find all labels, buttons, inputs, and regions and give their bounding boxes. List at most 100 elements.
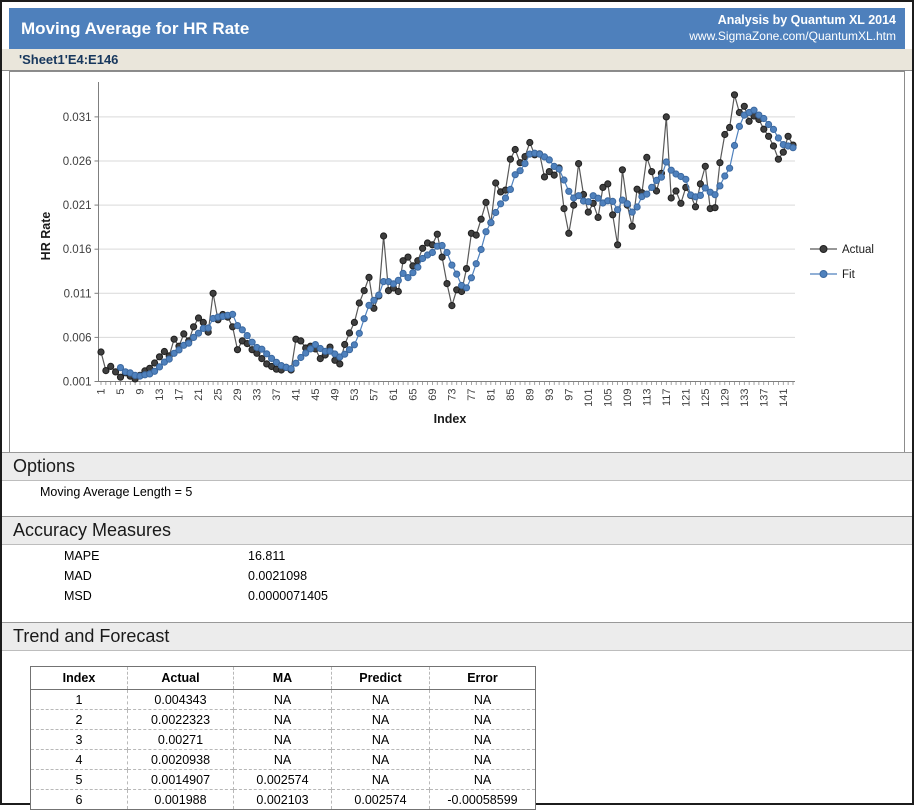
data-point (404, 253, 412, 261)
data-point (643, 190, 651, 198)
data-point (599, 183, 607, 192)
y-tick-label: 0.021 (63, 200, 92, 212)
data-point (784, 132, 792, 140)
data-point (570, 201, 578, 209)
x-tick-label: 77 (466, 389, 478, 401)
data-point (204, 324, 212, 332)
data-point (696, 180, 705, 188)
data-point (516, 167, 524, 175)
sheet-ref: 'Sheet1'E4:E146 (19, 52, 119, 67)
data-point (667, 194, 675, 202)
table-row: 1 0.004343 NA NA NA (30, 689, 536, 710)
data-point (229, 310, 237, 318)
data-point (618, 166, 627, 174)
table-cell: -0.00058599 (429, 789, 536, 810)
data-point (662, 113, 670, 121)
measure-label-mape: MAPE (64, 549, 100, 563)
data-point (341, 350, 349, 358)
legend-item-fit: Fit (810, 269, 856, 281)
data-point (194, 329, 203, 337)
x-tick-label: 101 (583, 389, 595, 407)
data-point (555, 165, 563, 173)
data-point (735, 122, 744, 131)
forecast-table: Index Actual MA Predict Error 1 0.004343… (30, 666, 536, 810)
table-cell: NA (233, 749, 332, 770)
data-point (112, 368, 120, 376)
data-point (409, 269, 417, 277)
data-point (652, 187, 661, 195)
data-point (492, 208, 500, 217)
data-point (506, 155, 514, 163)
measure-label-msd: MSD (64, 589, 92, 603)
x-tick-label: 85 (505, 389, 517, 401)
data-point (443, 248, 451, 257)
table-cell: NA (233, 709, 332, 730)
data-point (472, 260, 480, 268)
section-header-trend: Trend and Forecast (2, 622, 912, 651)
data-point (526, 138, 534, 147)
data-point (209, 289, 217, 297)
x-tick-label: 109 (622, 389, 634, 407)
data-point (302, 349, 310, 357)
data-point (419, 244, 427, 252)
y-axis-ticks: 0.001 0.006 0.011 0.016 0.021 0.026 0.031 (63, 112, 99, 389)
data-point (643, 153, 651, 162)
data-point (180, 330, 188, 338)
section-header-options: Options (2, 452, 912, 481)
data-point (667, 166, 675, 174)
data-point (190, 323, 198, 331)
x-tick-label: 13 (154, 389, 166, 401)
data-point (540, 173, 549, 181)
data-point (482, 228, 490, 236)
data-point (497, 200, 505, 208)
y-axis-title: HR Rate (39, 212, 53, 261)
x-tick-label: 141 (778, 389, 790, 407)
table-cell: 0.0020938 (127, 749, 234, 770)
data-point (248, 338, 256, 346)
table-cell: NA (429, 769, 536, 790)
data-point (550, 171, 558, 179)
data-point (618, 196, 627, 204)
table-header-cell: MA (233, 666, 332, 690)
axes (98, 82, 795, 382)
data-point (165, 355, 173, 363)
data-point (268, 354, 276, 362)
data-point (506, 185, 514, 194)
data-point (433, 230, 441, 238)
data-point (472, 231, 480, 239)
x-tick-labels: 1 5 9 13 17 21 25 29 33 37 41 45 49 53 57 61 65 69 73 77 81 8… (96, 389, 790, 407)
credit-link[interactable]: www.SigmaZone.com/QuantumXL.htm (689, 29, 896, 43)
data-point (389, 280, 397, 288)
table-cell: 0.00271 (127, 729, 234, 750)
x-tick-label: 25 (212, 389, 224, 401)
table-cell: NA (331, 729, 430, 750)
data-point (628, 222, 636, 230)
data-point (151, 359, 159, 367)
data-point (414, 263, 422, 271)
data-point (691, 203, 700, 211)
table-cell: 4 (30, 749, 128, 770)
table-header-cell: Error (429, 666, 536, 690)
data-point (233, 322, 242, 330)
data-point (521, 160, 529, 168)
legend-marker (819, 270, 828, 278)
table-cell: 2 (30, 709, 128, 730)
x-tick-label: 105 (602, 389, 614, 407)
x-tick-label: 45 (310, 389, 322, 401)
data-point (375, 291, 383, 299)
data-point (575, 192, 583, 200)
x-tick-label: 133 (739, 389, 751, 407)
measure-value-mape: 16.811 (248, 549, 286, 563)
data-point (511, 145, 519, 154)
data-point (102, 367, 110, 375)
data-point (565, 229, 573, 237)
legend-label: Actual (842, 244, 874, 256)
data-point (399, 269, 407, 277)
data-point (765, 132, 773, 140)
data-point (170, 349, 178, 357)
data-point (258, 355, 266, 363)
data-point (648, 168, 656, 176)
data-point (779, 148, 787, 156)
data-point (584, 208, 592, 216)
data-point (116, 373, 125, 381)
